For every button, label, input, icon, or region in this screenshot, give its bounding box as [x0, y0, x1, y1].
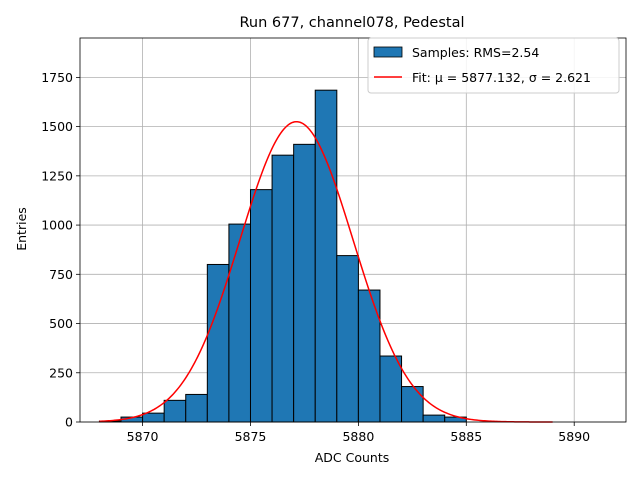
y-axis-ticks: 0 250 500 750 1000 1250 1500 1750: [41, 70, 80, 430]
histogram-bar: [336, 255, 359, 423]
histogram-bar: [228, 223, 251, 423]
legend-fit-separator: ,: [521, 70, 529, 85]
histogram-bar: [357, 289, 381, 423]
legend-box: [367, 37, 620, 94]
legend-fit-prefix: Fit:: [412, 70, 435, 85]
y-tick-label: 1750: [41, 70, 73, 85]
y-tick-label: 1500: [41, 119, 73, 134]
y-tick-label: 1000: [41, 218, 73, 233]
legend-swatch-histogram: [373, 46, 403, 58]
histogram-bar: [293, 143, 316, 423]
histogram-bar: [271, 154, 295, 423]
legend-fit-sigma: σ = 2.621: [529, 70, 591, 85]
histogram-bar: [142, 412, 165, 423]
histogram-bar: [206, 263, 230, 423]
x-tick-label: 5880: [342, 429, 374, 444]
plot-frame: [79, 37, 627, 423]
histogram-bar: [401, 386, 424, 423]
y-tick-label: 0: [65, 415, 73, 430]
legend-label-fit: Fit: μ = 5877.132, σ = 2.621: [412, 70, 591, 85]
legend: Samples: RMS=2.54 Fit: μ = 5877.132, σ =…: [367, 37, 620, 94]
y-tick-label: 750: [49, 267, 73, 282]
histogram-bar: [379, 355, 403, 423]
y-tick-label: 1250: [41, 168, 73, 183]
y-axis-label: Entries: [14, 207, 29, 251]
x-axis-ticks: 5870 5875 5880 5885 5890: [127, 422, 590, 444]
x-tick-label: 5875: [235, 429, 267, 444]
x-tick-label: 5870: [127, 429, 159, 444]
fit-curve: [99, 120, 553, 423]
legend-fit-mu: μ = 5877.132: [435, 70, 521, 85]
histogram-bar: [163, 399, 187, 423]
x-tick-label: 5885: [450, 429, 482, 444]
y-tick-label: 250: [49, 365, 73, 380]
histogram-bar: [314, 89, 338, 423]
histogram-bar: [422, 414, 446, 423]
histogram-bar: [249, 189, 273, 423]
legend-label-histogram: Samples: RMS=2.54: [412, 45, 539, 60]
x-axis-label: ADC Counts: [315, 450, 390, 465]
chart-title: Run 677, channel078, Pedestal: [239, 15, 464, 31]
y-tick-label: 500: [49, 316, 73, 331]
x-tick-label: 5890: [558, 429, 590, 444]
histogram-bar: [185, 393, 208, 423]
